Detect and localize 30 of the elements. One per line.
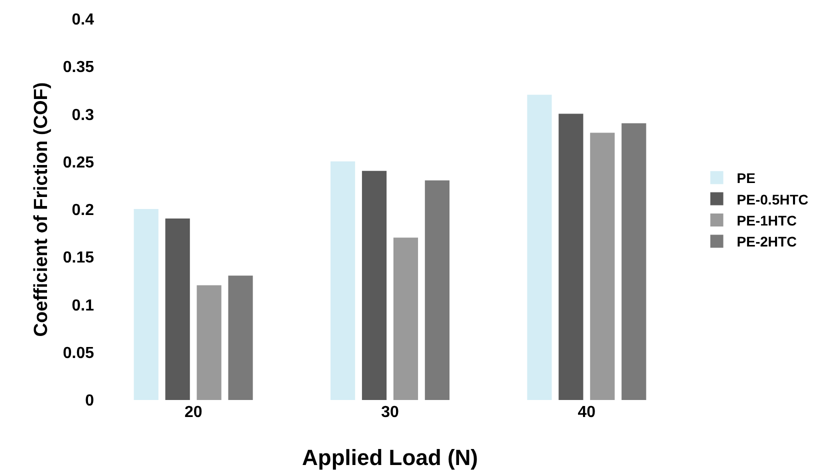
y-tick-label: 0.35	[62, 59, 94, 76]
legend-label: PE	[736, 170, 756, 186]
bar	[362, 170, 387, 400]
legend-label: PE-1HTC	[736, 212, 797, 228]
bar	[165, 218, 190, 400]
y-tick-label: 0.3	[72, 106, 94, 124]
bar	[622, 123, 646, 400]
y-tick-label: 0.1	[72, 297, 94, 314]
x-axis-title: Applied Load (N)	[302, 445, 478, 470]
bar	[196, 285, 222, 400]
bar	[134, 209, 158, 400]
bar	[228, 276, 253, 400]
legend-label: PE-2HTC	[736, 234, 797, 250]
y-tick-label: 0	[85, 392, 94, 410]
bar	[424, 180, 450, 400]
x-tick-label: 30	[381, 404, 399, 421]
bar	[393, 238, 418, 400]
bar	[558, 114, 584, 400]
y-tick-label: 0.25	[62, 154, 94, 172]
y-axis-title: Coefficient of Friction (COF)	[31, 82, 52, 337]
y-tick-label: 0.4	[72, 12, 94, 29]
legend-label: PE-0.5HTC	[736, 191, 808, 208]
y-tick-label: 0.2	[72, 202, 94, 220]
y-tick-label: 0.15	[62, 250, 94, 267]
bar	[590, 132, 615, 400]
x-tick-label: 20	[184, 404, 202, 421]
x-tick-label: 40	[578, 404, 596, 421]
bar	[527, 94, 552, 400]
bar	[330, 161, 356, 400]
y-tick-label: 0.05	[62, 344, 94, 362]
